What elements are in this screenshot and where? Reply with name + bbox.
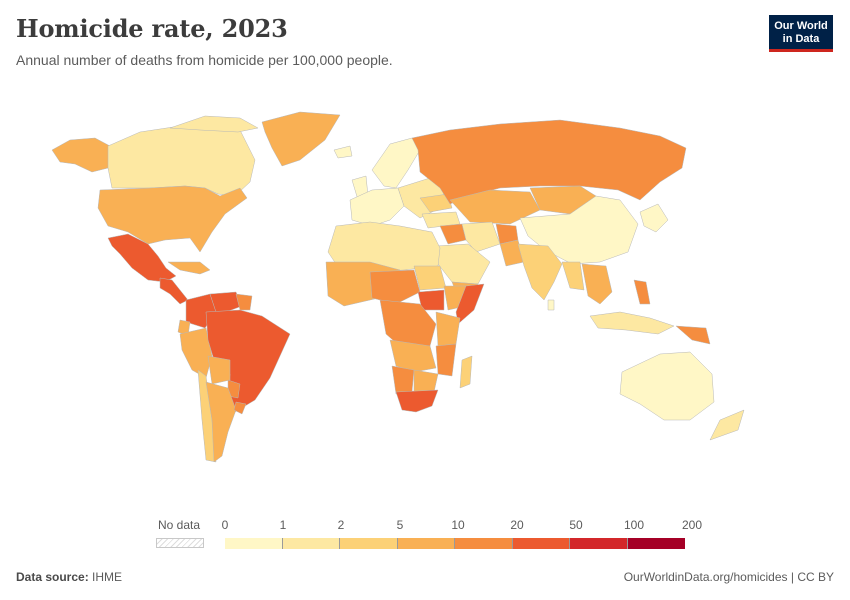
legend-no-data-swatch (156, 538, 204, 548)
legend-tick-2: 2 (337, 518, 345, 532)
logo-line-2: in Data (782, 33, 820, 45)
legend-tick-20: 20 (510, 518, 524, 532)
region-bangladesh-myanmar[interactable] (561, 261, 585, 291)
region-ukraine[interactable] (419, 193, 453, 213)
region-madagascar[interactable] (459, 355, 473, 389)
legend-tick-0: 0 (221, 518, 229, 532)
region-alaska[interactable] (51, 137, 111, 173)
region-philippines[interactable] (633, 279, 651, 305)
legend-tick-1: 1 (279, 518, 287, 532)
region-south-africa[interactable] (395, 389, 439, 413)
legend-bin-1-2 (282, 538, 340, 549)
region-nigeria-chad[interactable] (369, 269, 421, 305)
data-source: Data source: IHME (16, 570, 122, 584)
region-iran[interactable] (461, 221, 501, 253)
region-indochina[interactable] (581, 263, 613, 305)
region-venezuela[interactable] (209, 291, 243, 313)
owid-logo[interactable]: Our World in Data (769, 15, 833, 52)
region-mozambique[interactable] (435, 343, 457, 377)
region-united-states[interactable] (97, 185, 248, 253)
data-source-label: Data source: (16, 570, 89, 584)
region-india[interactable] (517, 243, 563, 301)
world-map (51, 111, 745, 463)
legend-tick-50: 50 (569, 518, 583, 532)
region-iraq-syria[interactable] (439, 223, 467, 245)
region-scandinavia[interactable] (371, 137, 421, 189)
region-korea-japan[interactable] (639, 203, 669, 233)
legend-tick-100: 100 (623, 518, 645, 532)
region-somalia[interactable] (455, 283, 485, 325)
region-east-africa[interactable] (435, 311, 461, 347)
region-botswana-zimbabwe[interactable] (413, 369, 439, 393)
legend-tick-5: 5 (396, 518, 404, 532)
legend-bin-50-100 (570, 538, 628, 549)
legend-bin-2-5 (340, 538, 398, 549)
data-source-value[interactable]: IHME (92, 570, 123, 584)
legend-color-bar (225, 538, 685, 549)
region-chile[interactable] (197, 369, 217, 463)
region-canada[interactable] (107, 123, 256, 197)
region-argentina[interactable] (205, 381, 237, 463)
region-iceland[interactable] (333, 145, 353, 159)
legend-bin-0-1 (225, 538, 283, 549)
region-new-zealand[interactable] (709, 409, 745, 441)
region-guianas[interactable] (235, 293, 253, 311)
region-western-europe[interactable] (349, 187, 405, 227)
chart-title: Homicide rate, 2023 (16, 14, 288, 43)
chart-subtitle: Annual number of deaths from homicide pe… (16, 52, 393, 68)
logo-line-1: Our World (774, 20, 828, 32)
region-indonesia[interactable] (589, 311, 675, 335)
region-russia[interactable] (411, 119, 687, 205)
legend-bin-20-50 (512, 538, 570, 549)
region-peru[interactable] (179, 327, 213, 379)
region-sri-lanka[interactable] (547, 299, 555, 311)
region-angola-zambia[interactable] (389, 339, 437, 373)
region-bolivia[interactable] (207, 355, 231, 385)
legend-tick-200: 200 (681, 518, 703, 532)
legend-bin-100-200 (627, 538, 685, 549)
region-sudan[interactable] (413, 265, 447, 291)
region-namibia[interactable] (391, 365, 415, 395)
region-papua-new-guinea[interactable] (675, 325, 711, 345)
region-greenland[interactable] (261, 111, 341, 167)
region-uruguay[interactable] (233, 401, 247, 415)
source-url[interactable]: OurWorldinData.org/homicides | CC BY (623, 570, 834, 584)
region-south-sudan[interactable] (417, 289, 445, 311)
region-mexico[interactable] (107, 233, 177, 283)
legend-tick-10: 10 (451, 518, 465, 532)
region-australia[interactable] (619, 351, 715, 421)
region-arctic-islands[interactable] (169, 115, 259, 133)
region-central-america[interactable] (159, 277, 189, 305)
legend-bin-5-10 (397, 538, 455, 549)
legend-no-data-label: No data (158, 518, 201, 532)
legend-bin-10-20 (455, 538, 513, 549)
region-caribbean[interactable] (167, 261, 211, 275)
